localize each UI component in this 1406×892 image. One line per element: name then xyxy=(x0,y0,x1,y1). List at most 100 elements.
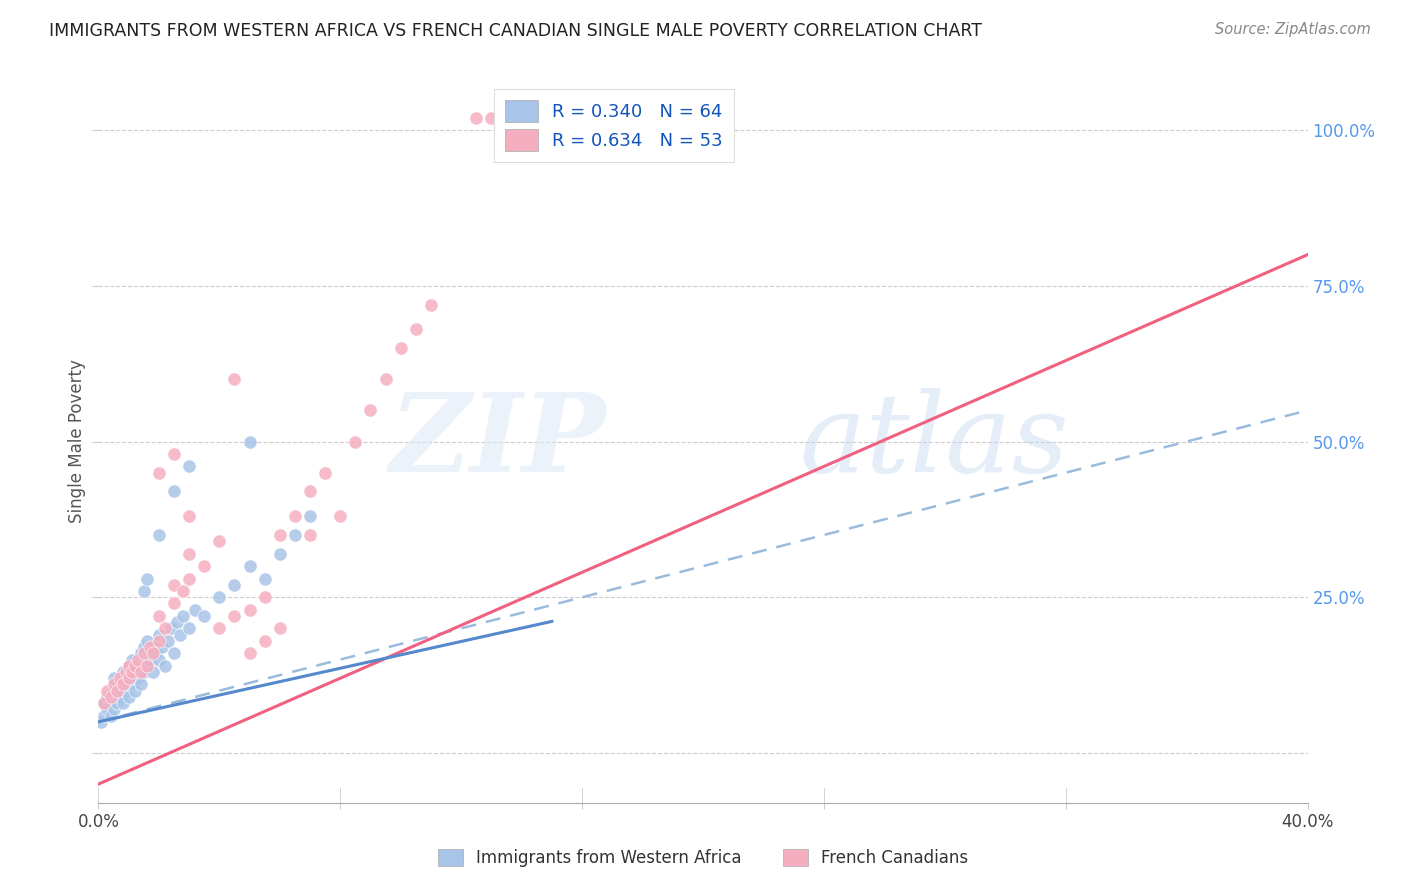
Point xyxy=(139,652,162,666)
Point xyxy=(114,671,136,685)
Text: IMMIGRANTS FROM WESTERN AFRICA VS FRENCH CANADIAN SINGLE MALE POVERTY CORRELATIO: IMMIGRANTS FROM WESTERN AFRICA VS FRENCH… xyxy=(49,22,983,40)
Point xyxy=(184,603,207,617)
Point xyxy=(132,640,155,654)
Point xyxy=(108,671,131,685)
Point xyxy=(139,640,162,654)
Point xyxy=(118,658,141,673)
Point xyxy=(329,509,352,524)
Point xyxy=(284,509,307,524)
Point xyxy=(172,609,194,624)
Point xyxy=(135,633,157,648)
Point xyxy=(108,690,131,704)
Point xyxy=(100,708,122,723)
Point xyxy=(103,671,125,685)
Point xyxy=(420,297,443,311)
Point xyxy=(114,665,136,679)
Point xyxy=(127,658,149,673)
Y-axis label: Single Male Poverty: Single Male Poverty xyxy=(67,359,86,524)
Point xyxy=(111,665,134,679)
Point xyxy=(224,578,246,592)
Point xyxy=(179,572,201,586)
Point xyxy=(314,466,336,480)
Point xyxy=(148,466,170,480)
Point xyxy=(150,640,173,654)
Point xyxy=(405,322,427,336)
Point xyxy=(96,683,118,698)
Point xyxy=(239,434,262,449)
Point xyxy=(465,111,488,125)
Point xyxy=(93,708,115,723)
Point xyxy=(103,677,125,691)
Point xyxy=(121,652,143,666)
Point xyxy=(148,609,170,624)
Point xyxy=(179,547,201,561)
Point xyxy=(208,534,231,549)
Point xyxy=(148,652,170,666)
Point xyxy=(114,683,136,698)
Point xyxy=(208,591,231,605)
Point xyxy=(103,683,125,698)
Point xyxy=(105,683,128,698)
Point xyxy=(142,665,165,679)
Point xyxy=(299,484,322,499)
Point xyxy=(135,658,157,673)
Point xyxy=(111,677,134,691)
Point xyxy=(253,633,276,648)
Point xyxy=(121,671,143,685)
Point xyxy=(111,696,134,710)
Point xyxy=(90,714,112,729)
Text: Source: ZipAtlas.com: Source: ZipAtlas.com xyxy=(1215,22,1371,37)
Point xyxy=(239,603,262,617)
Point xyxy=(129,646,152,660)
Point xyxy=(299,528,322,542)
Point xyxy=(172,584,194,599)
Point xyxy=(121,665,143,679)
Point xyxy=(132,584,155,599)
Point xyxy=(344,434,367,449)
Point xyxy=(179,509,201,524)
Point xyxy=(103,702,125,716)
Point xyxy=(374,372,396,386)
Point xyxy=(299,509,322,524)
Point xyxy=(163,484,186,499)
Point xyxy=(153,658,176,673)
Point xyxy=(156,633,179,648)
Text: atlas: atlas xyxy=(800,388,1070,495)
Point xyxy=(118,677,141,691)
Point xyxy=(129,665,152,679)
Point xyxy=(111,677,134,691)
Point xyxy=(160,621,183,635)
Point xyxy=(118,658,141,673)
Point xyxy=(239,559,262,574)
Point xyxy=(108,677,131,691)
Point xyxy=(360,403,382,417)
Point xyxy=(284,528,307,542)
Point xyxy=(145,646,167,660)
Point xyxy=(129,677,152,691)
Point xyxy=(148,633,170,648)
Point xyxy=(142,646,165,660)
Point xyxy=(169,627,191,641)
Point xyxy=(269,621,291,635)
Point xyxy=(253,572,276,586)
Point xyxy=(269,547,291,561)
Legend: Immigrants from Western Africa, French Canadians: Immigrants from Western Africa, French C… xyxy=(437,848,969,867)
Point xyxy=(153,621,176,635)
Point xyxy=(127,671,149,685)
Point xyxy=(166,615,188,630)
Point xyxy=(132,665,155,679)
Point xyxy=(193,609,215,624)
Point xyxy=(118,671,141,685)
Point xyxy=(96,702,118,716)
Point xyxy=(193,559,215,574)
Point xyxy=(135,572,157,586)
Text: ZIP: ZIP xyxy=(389,388,606,495)
Point xyxy=(253,591,276,605)
Point xyxy=(224,609,246,624)
Point xyxy=(142,640,165,654)
Point xyxy=(481,111,503,125)
Point xyxy=(163,597,186,611)
Point xyxy=(148,627,170,641)
Point xyxy=(179,459,201,474)
Point xyxy=(96,690,118,704)
